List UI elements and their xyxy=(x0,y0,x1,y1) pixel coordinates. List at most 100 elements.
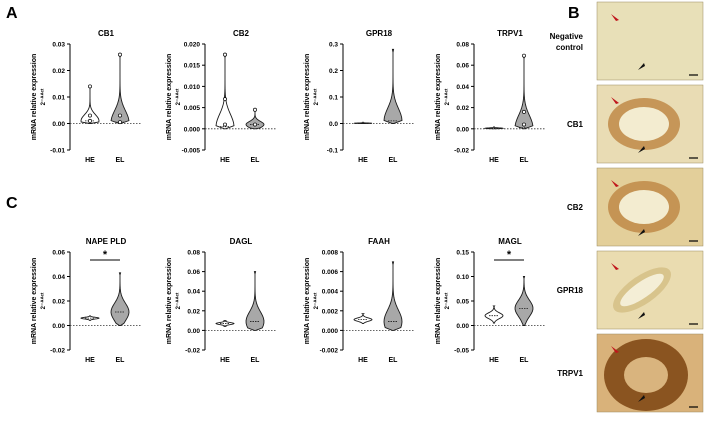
black-arrowhead xyxy=(638,229,645,236)
y-axis-label-formula: 2⁻ᐞᐞᶜᵗ xyxy=(175,292,182,309)
y-tick-label: 0.008 xyxy=(322,250,339,257)
significance-marker: * xyxy=(103,249,108,261)
black-arrowhead xyxy=(638,395,645,402)
y-tick-label: 0.04 xyxy=(52,274,65,281)
chart-title: GPR18 xyxy=(366,29,393,38)
y-tick-label: 0.08 xyxy=(187,250,200,257)
gland-lumen xyxy=(624,357,668,393)
data-point xyxy=(253,122,257,127)
y-axis-label: mRNA relative expression xyxy=(435,54,442,141)
violin-el xyxy=(514,55,534,130)
micrograph-cb1: CB1 xyxy=(567,84,704,164)
x-tick-label: EL xyxy=(389,357,399,364)
data-point xyxy=(88,113,92,118)
y-tick-label: 0.020 xyxy=(184,42,201,49)
y-tick-label: 0.00 xyxy=(456,323,469,330)
y-tick-label: 0.04 xyxy=(187,289,200,296)
y-axis-label: mRNA relative expression xyxy=(31,54,38,141)
y-tick-label: 0.004 xyxy=(322,289,339,296)
significance-marker: * xyxy=(507,249,512,261)
y-tick-label: -0.002 xyxy=(320,348,339,355)
y-tick-label: 0.06 xyxy=(187,269,200,276)
x-tick-label: HE xyxy=(358,157,368,164)
red-arrowhead xyxy=(611,346,619,353)
chart-title: FAAH xyxy=(368,237,390,246)
y-tick-label: 0.3 xyxy=(329,42,338,49)
red-arrowhead xyxy=(611,97,619,104)
chart-title: MAGL xyxy=(498,237,522,246)
violin-el xyxy=(383,48,403,124)
x-tick-label: EL xyxy=(251,357,261,364)
violin-el xyxy=(110,272,130,326)
y-axis-label-formula: 2⁻ᐞᐞᶜᵗ xyxy=(40,88,47,105)
y-tick-label: 0.02 xyxy=(187,308,200,315)
y-axis-label-formula: 2⁻ᐞᐞᶜᵗ xyxy=(175,88,182,105)
chart-trpv1: TRPV1 mRNA relative expression 2⁻ᐞᐞᶜᵗ -0.02… xyxy=(435,29,546,164)
y-tick-label: 0.0 xyxy=(329,121,338,128)
x-tick-label: HE xyxy=(85,157,95,164)
y-tick-label: 0.04 xyxy=(456,84,469,91)
data-point xyxy=(88,118,92,123)
data-point xyxy=(522,109,526,114)
violin-he xyxy=(215,54,235,130)
violin-el xyxy=(514,276,534,326)
micrograph-image xyxy=(596,1,704,81)
gland-lumen xyxy=(619,107,669,141)
gland-lumen xyxy=(620,273,664,307)
panel-label-c: C xyxy=(6,195,18,212)
micrograph-column: Negative control CB1 CB2 GPR18 TRPV1 xyxy=(550,1,704,413)
y-tick-label: 0.1 xyxy=(329,95,338,102)
violin-el xyxy=(245,109,265,130)
x-tick-label: EL xyxy=(520,357,530,364)
data-point xyxy=(118,113,122,118)
micrograph-gpr18: GPR18 xyxy=(557,250,704,330)
x-tick-label: EL xyxy=(116,157,126,164)
micrograph-trpv1: TRPV1 xyxy=(557,333,704,413)
chart-title: DAGL xyxy=(230,237,253,246)
y-tick-label: -0.01 xyxy=(50,148,65,155)
y-tick-label: 0.2 xyxy=(329,68,338,75)
chart-title: CB2 xyxy=(233,29,250,38)
y-tick-label: 0.06 xyxy=(456,63,469,70)
chart-title: TRPV1 xyxy=(497,29,523,38)
chart-cb2: CB2 mRNA relative expression 2⁻ᐞᐞᶜᵗ -0.005 0… xyxy=(166,29,277,164)
micrograph-label: Negative xyxy=(550,32,584,41)
chart-cb1: CB1 mRNA relative expression 2⁻ᐞᐞᶜᵗ -0.01 0.… xyxy=(31,29,142,164)
y-tick-label: 0.00 xyxy=(52,323,65,330)
red-arrowhead xyxy=(611,180,619,187)
micrograph-label-line2: control xyxy=(556,43,583,52)
x-tick-label: HE xyxy=(489,357,499,364)
x-tick-label: EL xyxy=(520,157,530,164)
data-point xyxy=(253,107,257,112)
x-tick-label: EL xyxy=(116,357,126,364)
panel-label-a: A xyxy=(6,5,18,22)
black-arrowhead xyxy=(638,312,645,319)
data-point xyxy=(88,84,92,89)
y-axis-label: mRNA relative expression xyxy=(304,54,311,141)
y-tick-label: 0.15 xyxy=(456,250,469,257)
y-tick-label: 0.002 xyxy=(322,308,339,315)
micrograph-label: CB2 xyxy=(567,203,584,212)
panel-label-b: B xyxy=(568,5,580,22)
y-tick-label: 0.01 xyxy=(52,95,65,102)
chart-dagl: DAGL mRNA relative expression 2⁻ᐞᐞᶜᵗ -0.02 0… xyxy=(166,237,277,364)
data-point xyxy=(223,52,227,57)
y-axis-label: mRNA relative expression xyxy=(31,258,38,345)
y-axis-label-formula: 2⁻ᐞᐞᶜᵗ xyxy=(444,292,451,309)
chart-title: CB1 xyxy=(98,29,115,38)
y-tick-label: 0.02 xyxy=(52,299,65,306)
micrograph-label: TRPV1 xyxy=(557,369,583,378)
chart-magl: MAGL mRNA relative expression 2⁻ᐞᐞᶜᵗ -0.05 0… xyxy=(435,237,546,364)
red-arrowhead xyxy=(611,14,619,21)
violin-he xyxy=(484,305,504,324)
y-axis-label-formula: 2⁻ᐞᐞᶜᵗ xyxy=(40,292,47,309)
chart-title: NAPE PLD xyxy=(86,237,127,246)
black-arrowhead xyxy=(638,146,645,153)
data-point xyxy=(223,122,227,127)
y-axis-label-formula: 2⁻ᐞᐞᶜᵗ xyxy=(444,88,451,105)
x-tick-label: HE xyxy=(85,357,95,364)
y-tick-label: 0.005 xyxy=(184,105,201,112)
y-tick-label: 0.05 xyxy=(456,299,469,306)
